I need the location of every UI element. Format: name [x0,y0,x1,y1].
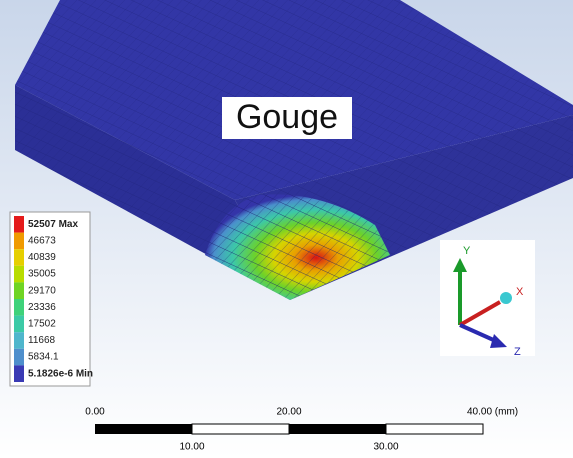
scale-segment [289,424,386,434]
legend-label: 29170 [28,285,56,296]
legend-label: 5834.1 [28,352,59,363]
scale-segment [192,424,289,434]
triad: Y X Z [440,240,535,358]
scale-label: 10.00 [179,442,204,453]
legend-label: 46673 [28,236,56,247]
scale-label: 0.00 [85,407,105,418]
legend-label: 40839 [28,252,56,263]
x-arrow-head [500,292,512,304]
z-label: Z [514,346,521,358]
legend-swatch [14,316,24,333]
scale-label: 30.00 [373,442,398,453]
y-label: Y [463,245,471,257]
legend-swatch [14,365,24,382]
scale-label: 40.00 (mm) [467,407,518,418]
legend-swatch [14,332,24,349]
page: {"model": {"label": "Gouge"}, "legend": … [0,0,573,458]
legend-swatch [14,233,24,250]
legend-swatch [14,216,24,233]
legend: 52507 Max 46673 40839 35005 29170 23336 17502 1… [10,212,93,386]
legend-swatch [14,282,24,299]
viewport: Gouge 52507 Max 46673 40839 35005 29170 23336… [0,0,573,458]
scale-segment [386,424,483,434]
legend-label: 5.1826e-6 Min [28,368,93,379]
legend-swatch [14,266,24,283]
model-label: Gouge [236,98,338,136]
scale-segment [95,424,192,434]
legend-label: 52507 Max [28,219,78,230]
x-label: X [516,286,524,298]
legend-label: 11668 [28,335,56,346]
legend-swatch [14,249,24,266]
legend-swatch [14,349,24,366]
legend-label: 35005 [28,269,56,280]
legend-label: 23336 [28,302,56,313]
legend-label: 17502 [28,319,56,330]
legend-swatch [14,299,24,316]
scale-label: 20.00 [276,407,301,418]
